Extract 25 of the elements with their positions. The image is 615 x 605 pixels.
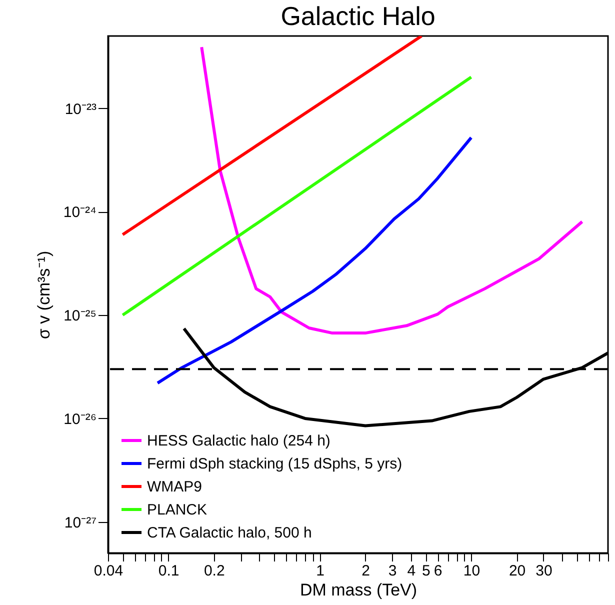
x-tick-label: 3 <box>388 562 397 580</box>
legend-label: Fermi dSph stacking (15 dSphs, 5 yrs) <box>147 456 402 472</box>
x-tick-label: 30 <box>536 562 552 580</box>
y-tick-label: 10⁻²⁴ <box>63 204 96 222</box>
x-tick-label: 1 <box>316 562 324 580</box>
legend-label: HESS Galactic halo (254 h) <box>147 432 330 450</box>
x-tick-label: 2 <box>362 562 370 580</box>
x-tick-label: 6 <box>434 562 442 580</box>
legend-label: CTA Galactic halo, 500 h <box>147 524 312 542</box>
x-tick-label: 20 <box>508 562 526 580</box>
x-tick-label: 0.2 <box>204 562 225 580</box>
y-axis-title: σ v (cm³s⁻¹) <box>34 250 54 340</box>
y-tick-label: 10⁻²³ <box>64 100 96 118</box>
x-tick-label: 10 <box>463 562 480 580</box>
chart-title: Galactic Halo <box>280 1 436 31</box>
x-tick-label: 0.04 <box>94 562 124 580</box>
legend-label: PLANCK <box>147 502 208 518</box>
legend-label: WMAP9 <box>147 478 202 496</box>
x-axis-title: DM mass (TeV) <box>300 580 418 600</box>
y-tick-label: 10⁻²⁵ <box>64 308 96 325</box>
x-tick-label: 5 <box>422 562 430 580</box>
y-tick-label: 10⁻²⁷ <box>64 514 96 532</box>
x-tick-label: 4 <box>407 562 416 580</box>
y-tick-label: 10⁻²⁶ <box>64 410 96 428</box>
x-tick-label: 0.1 <box>158 562 180 580</box>
